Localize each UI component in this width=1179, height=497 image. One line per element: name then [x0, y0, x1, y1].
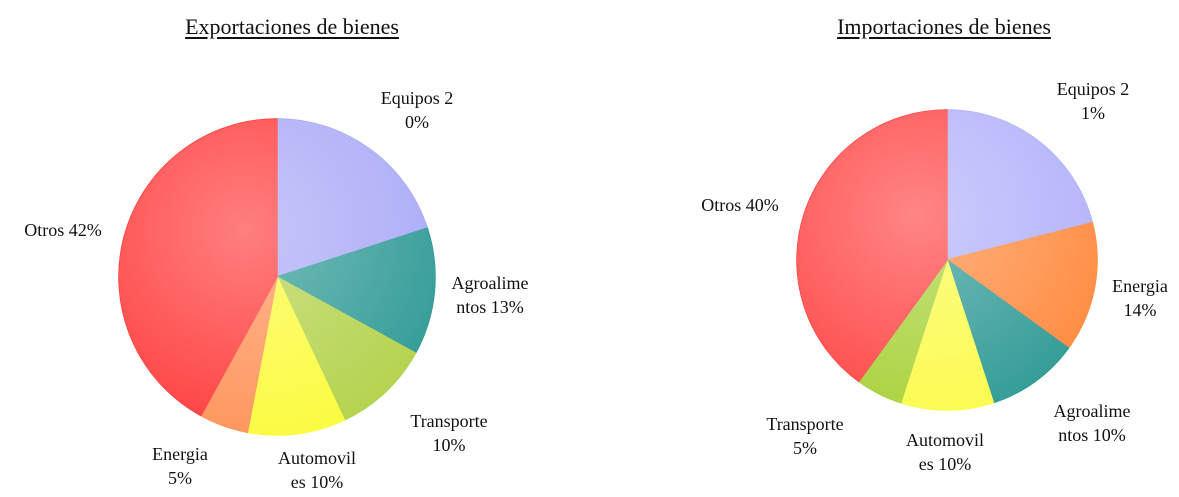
category-name: Equipos: [380, 88, 440, 108]
value-label: 20%: [405, 88, 454, 132]
category-name: Transporte: [410, 411, 488, 431]
category-name: Energia: [1112, 276, 1168, 296]
slice-label: Energia 14%: [1107, 274, 1173, 322]
slice-label: Agroalimentos 10%: [1052, 399, 1132, 447]
value-label: 40%: [745, 195, 779, 215]
category-name: Transporte: [766, 414, 844, 434]
category-name: Automoviles: [277, 448, 356, 492]
category-name: Otros: [24, 220, 65, 240]
value-label: 13%: [490, 297, 524, 317]
slice-label: Transporte 10%: [406, 409, 492, 457]
value-label: 42%: [68, 220, 102, 240]
slice-label: Automoviles 10%: [905, 428, 985, 476]
category-name: Automoviles: [905, 430, 984, 474]
value-label: 10%: [432, 435, 466, 455]
value-label: 10%: [310, 472, 344, 492]
value-label: 21%: [1081, 79, 1130, 123]
category-name: Equipos: [1056, 79, 1116, 99]
category-name: Otros: [701, 195, 742, 215]
chart-title: Importaciones de bienes: [837, 14, 1051, 39]
value-label: 14%: [1123, 300, 1157, 320]
chart-title: Exportaciones de bienes: [185, 14, 399, 39]
category-name: Agroalimentos: [451, 273, 529, 317]
value-label: 10%: [938, 454, 972, 474]
slice-label: Transporte 5%: [762, 412, 848, 460]
category-name: Energia: [152, 444, 208, 464]
slice-label: Equipos 21%: [1053, 77, 1133, 125]
slice-label: Otros 40%: [685, 193, 795, 217]
value-label: 10%: [1092, 425, 1126, 445]
category-name: Agroalimentos: [1053, 401, 1131, 445]
slice-label: Otros 42%: [8, 218, 118, 242]
slice-label: Automoviles 10%: [277, 446, 357, 494]
value-label: 5%: [793, 438, 817, 458]
slice-label: Agroalimentos 13%: [450, 271, 530, 319]
value-label: 5%: [168, 468, 192, 488]
slice-label: Equipos 20%: [377, 86, 457, 134]
slice-label: Energia 5%: [148, 442, 212, 490]
